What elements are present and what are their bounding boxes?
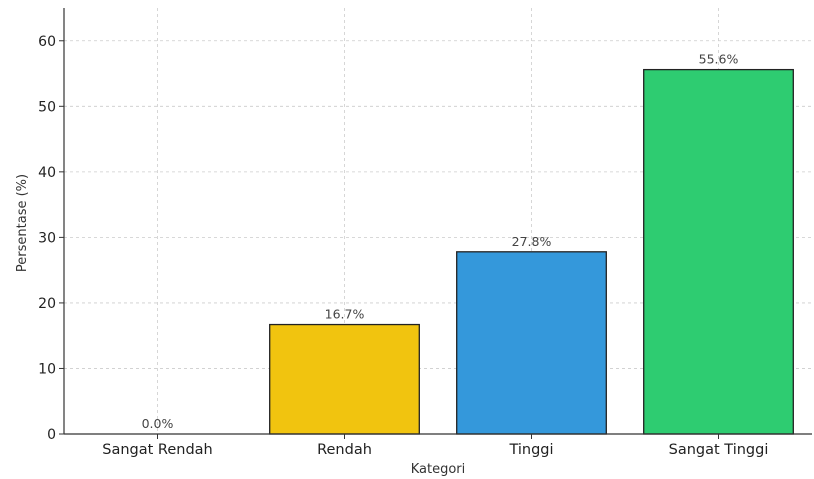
- y-tick-label: 0: [47, 427, 56, 443]
- y-tick-label: 50: [38, 99, 56, 115]
- y-ticks: 0 10 20 30 40 50 60: [38, 34, 64, 443]
- x-tick-label: Sangat Rendah: [102, 442, 212, 458]
- bar-tinggi: [456, 251, 607, 435]
- data-label: 55.6%: [699, 52, 739, 67]
- y-axis-title: Persentase (%): [15, 174, 30, 272]
- x-axis-title: Kategori: [411, 462, 466, 477]
- data-label: 16.7%: [325, 307, 365, 322]
- x-ticks: Sangat Rendah Rendah Tinggi Sangat Tinggi: [102, 434, 768, 458]
- bar-sangat-tinggi: [643, 68, 794, 435]
- y-tick-label: 10: [38, 361, 56, 377]
- y-tick-label: 30: [38, 230, 56, 246]
- data-labels: 0.0% 16.7% 27.8% 55.6%: [142, 52, 739, 431]
- data-label: 27.8%: [512, 234, 552, 249]
- y-tick-label: 20: [38, 296, 56, 312]
- x-tick-label: Tinggi: [508, 442, 553, 458]
- y-tick-label: 60: [38, 34, 56, 50]
- bars: [269, 68, 794, 435]
- x-tick-label: Rendah: [317, 442, 372, 458]
- axes: [63, 8, 812, 435]
- x-tick-label: Sangat Tinggi: [669, 442, 769, 458]
- y-tick-label: 40: [38, 165, 56, 181]
- data-label: 0.0%: [142, 416, 174, 431]
- bar-rendah: [269, 323, 420, 435]
